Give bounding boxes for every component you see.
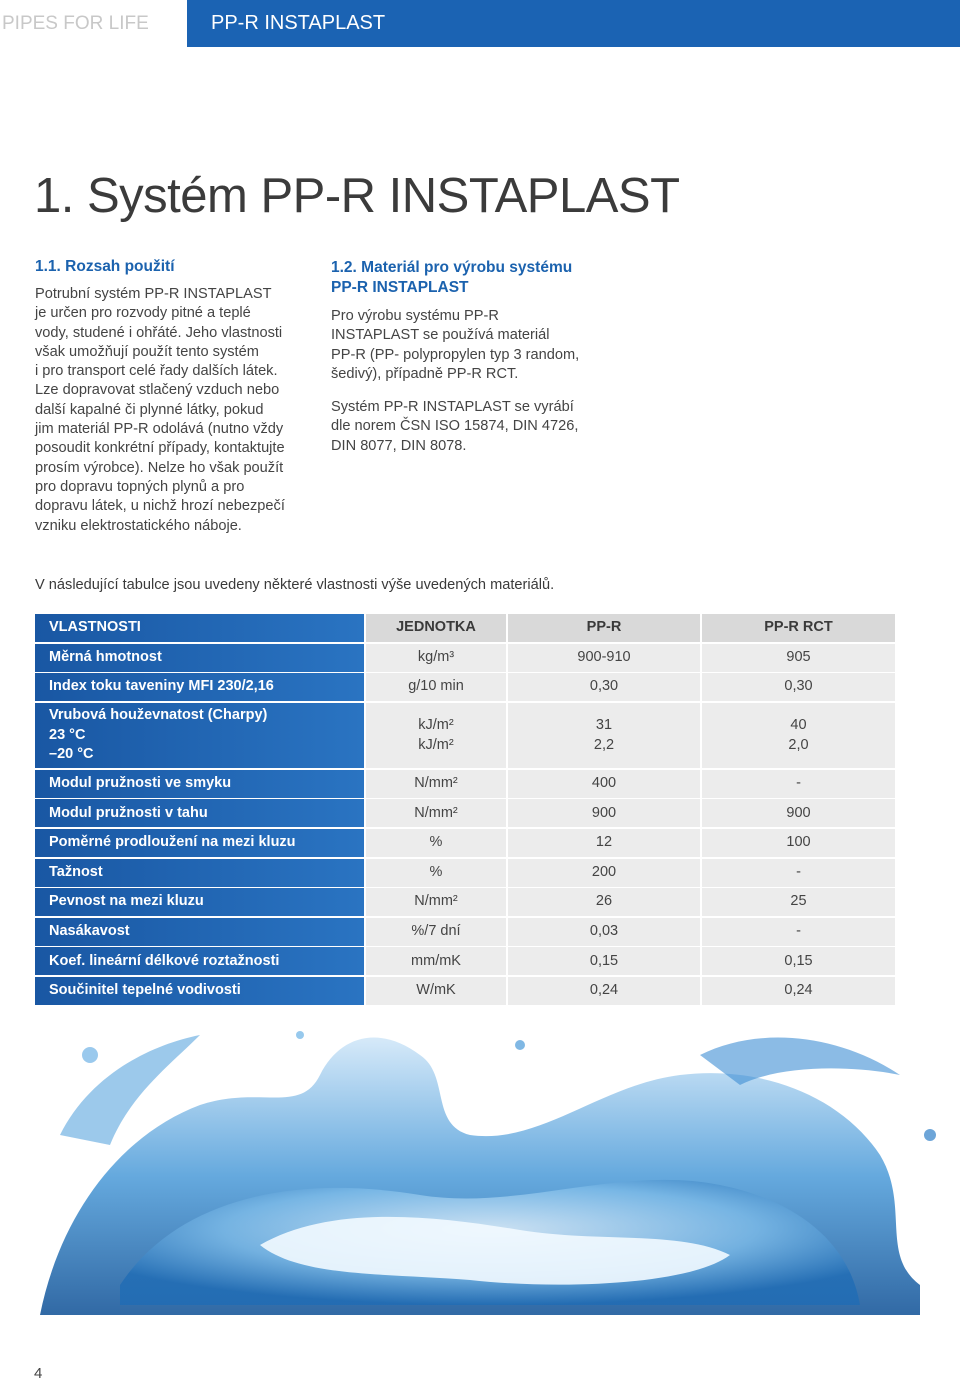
table-cell: 900 <box>508 799 700 828</box>
table-cell: - <box>702 917 895 946</box>
text-line: DIN 8077, DIN 8078. <box>331 437 467 454</box>
page-title: 1. Systém PP-R INSTAPLAST <box>34 169 680 223</box>
table-cell: 100 <box>702 829 895 858</box>
table-cell: mm/mK <box>366 947 506 976</box>
table-cell: kg/m³ <box>366 643 506 672</box>
table-cell: Modul pružnosti ve smyku <box>35 769 364 798</box>
table-cell: 400 <box>508 769 700 798</box>
table-cell: 0,24 <box>508 977 700 1006</box>
table-cell: Poměrné prodloužení na mezi kluzu <box>35 829 364 858</box>
table-cell: Nasákavost <box>35 917 364 946</box>
text-line: Potrubní systém PP-R INSTAPLAST <box>35 286 272 302</box>
table-cell: 0,15 <box>702 947 895 976</box>
text-line: pro dopravu topných plynů a pro <box>35 478 245 495</box>
table-cell: N/mm² <box>366 888 506 917</box>
table-cell: 0,03 <box>508 917 700 946</box>
table-cell: Vrubová houževnatost (Charpy) 23 °C –20 … <box>35 702 364 769</box>
intro-text: V následující tabulce jsou uvedeny někte… <box>35 577 555 593</box>
table-cell: % <box>366 858 506 887</box>
text-line: Systém PP-R INSTAPLAST se vyrábí <box>331 399 574 415</box>
table-cell: Měrná hmotnost <box>35 643 364 672</box>
table-cell: 40 2,0 <box>702 702 895 769</box>
table-cell: 900-910 <box>508 643 700 672</box>
table-cell: 25 <box>702 888 895 917</box>
table-cell: 0,30 <box>702 673 895 702</box>
text-line: INSTAPLAST se používá materiál <box>331 327 550 344</box>
text-line: Pro výrobu systému PP-R <box>331 308 499 324</box>
table-cell: - <box>702 769 895 798</box>
section-text: Potrubní systém PP-R INSTAPLAST je určen … <box>35 285 285 536</box>
table-cell: N/mm² <box>366 799 506 828</box>
text-line: jim materiál PP-R odolává (nutno vždy <box>35 421 284 438</box>
table-cell: %/7 dní <box>366 917 506 946</box>
text-line: je určen pro rozvody pitné a teplé <box>35 305 251 322</box>
table-cell: W/mK <box>366 977 506 1006</box>
table-cell: 905 <box>702 643 895 672</box>
text-line: prosím výrobce). Nelze ho však použít <box>35 459 284 476</box>
table-cell: % <box>366 829 506 858</box>
water-splash <box>40 1031 936 1315</box>
text-line: PP-R INSTAPLAST <box>331 279 469 296</box>
table-cell: Součinitel tepelné vodivosti <box>35 977 364 1006</box>
table-cell: Tažnost <box>35 858 364 887</box>
table-cell: - <box>702 858 895 887</box>
header-cell: PP-R <box>508 614 700 643</box>
text-line: dopravu látek, u nichž hrozí nebezpečí <box>35 498 285 515</box>
table-cell: g/10 min <box>366 673 506 702</box>
text-line: další kapalné či plynné látky, pokud <box>35 401 264 418</box>
text-line: Lze dopravovat stlačený vzduch nebo <box>35 382 280 399</box>
text-line: 1.2. Materiál pro výrobu systému <box>331 259 573 276</box>
table-cell: 12 <box>508 829 700 858</box>
brand: PIPES FOR LIFE <box>0 0 187 47</box>
text-line: dle norem ČSN ISO 15874, DIN 4726, <box>331 418 579 435</box>
table-cell: 31 2,2 <box>508 702 700 769</box>
text-line: i pro transport celé řady dalších látek. <box>35 363 278 380</box>
text-line: však umožňují použít tento systém <box>35 343 259 360</box>
section-heading: 1.2. Materiál pro výrobu systému PP-R INS… <box>331 258 572 298</box>
table-cell: Index toku taveniny MFI 230/2,16 <box>35 673 364 702</box>
header-cell: JEDNOTKA <box>366 614 506 643</box>
table-cell: 0,24 <box>702 977 895 1006</box>
table-cell: Modul pružnosti v tahu <box>35 799 364 828</box>
text-line: vzniku elektrostatického náboje. <box>35 517 242 534</box>
section-heading: 1.1. Rozsah použití <box>35 258 175 275</box>
text-line: PP-R (PP- polypropylen typ 3 random, <box>331 346 580 363</box>
table-cell: 0,15 <box>508 947 700 976</box>
header-cell: VLASTNOSTI <box>35 614 364 643</box>
table-cell: 26 <box>508 888 700 917</box>
table-cell: 900 <box>702 799 895 828</box>
table-cell: 0,30 <box>508 673 700 702</box>
page-number: 4 <box>34 1365 43 1382</box>
table-cell: kJ/m² kJ/m² <box>366 702 506 769</box>
table-cell: Koef. lineární délkové roztažnosti <box>35 947 364 976</box>
header-cell: PP-R RCT <box>702 614 895 643</box>
section-text: Pro výrobu systému PP-R INSTAPLAST se pou… <box>331 307 579 384</box>
product-bar: PP-R INSTAPLAST <box>187 0 960 47</box>
text-line: posoudit konkrétní případy, kontaktujte <box>35 440 285 457</box>
section-text: Systém PP-R INSTAPLAST se vyrábí dle nore… <box>331 398 578 456</box>
table-cell: N/mm² <box>366 769 506 798</box>
text-line: šedivý), případně PP-R RCT. <box>331 365 519 382</box>
table-cell: 200 <box>508 858 700 887</box>
text-line: vody, studené i ohřáté. Jeho vlastnosti <box>35 324 283 341</box>
table-cell: Pevnost na mezi kluzu <box>35 888 364 917</box>
